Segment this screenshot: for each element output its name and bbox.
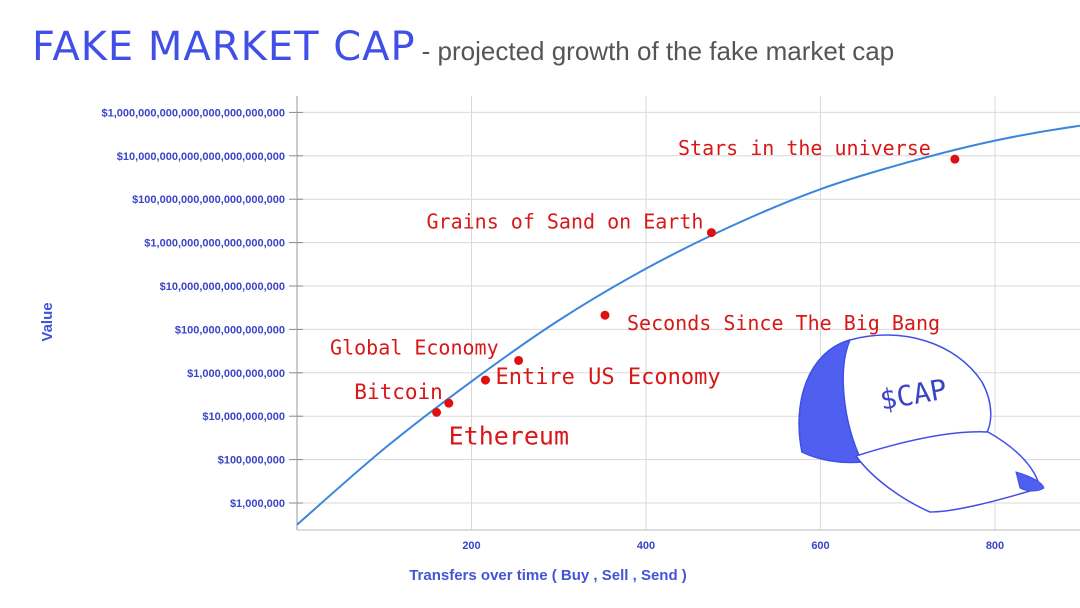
y-tick-label: $100,000,000 (218, 455, 285, 467)
x-tick-label: 400 (637, 540, 655, 552)
y-tick-label: $10,000,000,000 (202, 411, 285, 423)
cap-side-panel (798, 338, 864, 464)
cap-brim-tip (1015, 471, 1045, 492)
annotation-label: Entire US Economy (495, 365, 720, 390)
data-marker (600, 310, 610, 320)
annotation-label: Global Economy (330, 335, 499, 359)
y-tick-labels: $1,000,000 $100,000,000 $10,000,000,000 $1,… (101, 107, 285, 510)
data-marker (432, 407, 442, 417)
annotation-label: Ethereum (449, 421, 569, 450)
y-tick-label: $1,000,000,000,000 (187, 368, 285, 380)
y-tick-label: $10,000,000,000,000,000 (160, 281, 285, 293)
data-markers (432, 154, 960, 417)
chart-title-main: FAKE MARKET CAP (32, 24, 416, 70)
annotation-label: Seconds Since The Big Bang (627, 311, 940, 335)
data-marker (706, 228, 716, 238)
y-tick-label: $10,000,000,000,000,000,000,000 (117, 151, 285, 163)
data-marker (950, 154, 960, 164)
y-tick-label: $1,000,000 (230, 498, 285, 510)
annotation-label: Grains of Sand on Earth (426, 210, 703, 234)
y-tick-label: $1,000,000,000,000,000,000 (144, 238, 285, 250)
data-marker (444, 398, 454, 408)
x-axis-label: Transfers over time ( Buy , Sell , Send … (409, 567, 687, 584)
x-tick-labels: 200 400 600 800 (462, 540, 1004, 552)
annotation-label: Bitcoin (354, 380, 443, 404)
chart-subtitle: - projected growth of the fake market ca… (421, 36, 895, 66)
cap-illustration: $CAP (798, 334, 1045, 513)
axes (289, 96, 1080, 531)
x-tick-label: 600 (811, 540, 829, 552)
x-tick-label: 200 (462, 540, 480, 552)
data-marker (480, 375, 490, 385)
x-tick-label: 800 (986, 540, 1004, 552)
data-marker (514, 355, 524, 365)
annotation-label: Stars in the universe (678, 136, 931, 160)
y-axis-label: Value (39, 302, 56, 341)
y-tick-label: $1,000,000,000,000,000,000,000,000 (101, 107, 285, 119)
y-tick-label: $100,000,000,000,000 (175, 324, 285, 336)
series-line (296, 124, 1080, 526)
y-tick-label: $100,000,000,000,000,000,000 (132, 194, 285, 206)
chart-title: FAKE MARKET CAP - projected growth of the… (32, 24, 894, 70)
